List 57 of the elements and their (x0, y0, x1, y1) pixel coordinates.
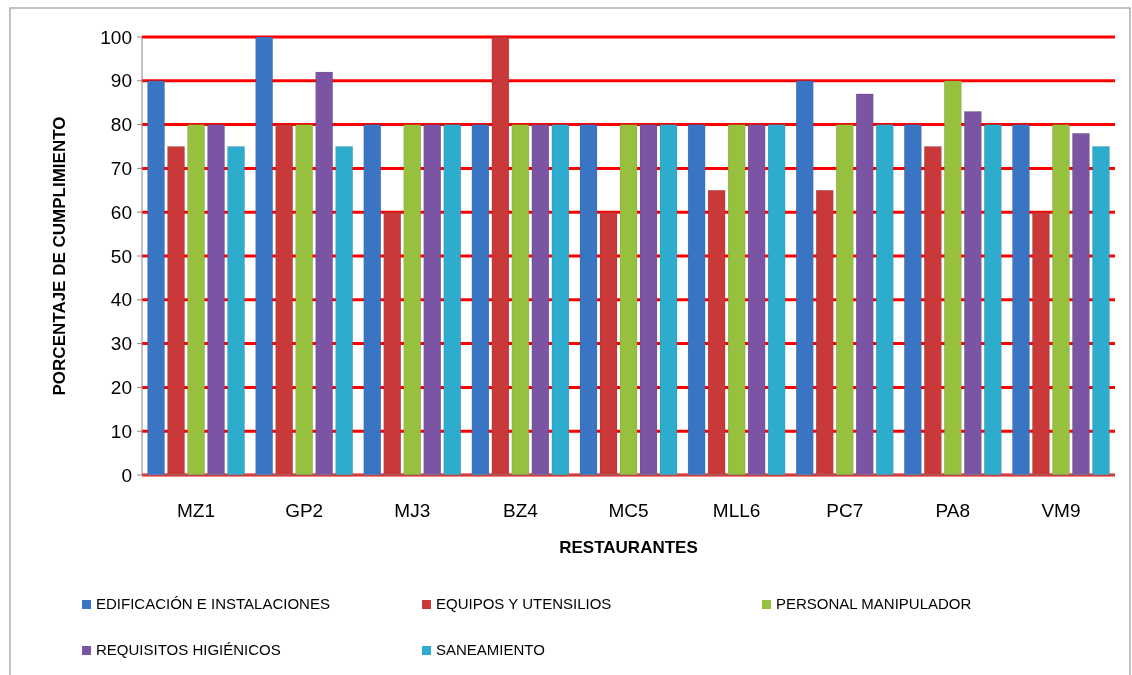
y-tick-label: 90 (110, 70, 132, 92)
legend-label: PERSONAL MANIPULADOR (776, 595, 972, 612)
y-tick-label: 50 (110, 245, 132, 267)
x-tick-label: MJ3 (394, 500, 431, 521)
bar (275, 124, 293, 476)
y-tick-label: 80 (110, 114, 132, 136)
y-tick-label: 0 (121, 464, 132, 486)
x-tick-label: PA8 (935, 500, 971, 521)
bar (944, 80, 962, 476)
bar (383, 211, 402, 476)
bar (315, 71, 333, 476)
bar (167, 146, 185, 476)
y-tick-label: 60 (110, 201, 132, 223)
legend-label: REQUISITOS HIGIÉNICOS (96, 641, 281, 658)
bar (363, 124, 382, 476)
bar (815, 190, 834, 476)
bar (855, 93, 874, 476)
bar (904, 124, 922, 476)
bar (227, 146, 245, 476)
x-tick-label: PC7 (826, 500, 864, 521)
y-tick-label: 10 (110, 420, 132, 442)
bar (984, 124, 1002, 476)
bar (1032, 211, 1050, 476)
bar (207, 124, 225, 476)
bar (924, 146, 942, 476)
y-tick-label: 30 (110, 333, 132, 355)
legend-label: EQUIPOS Y UTENSILIOS (436, 595, 612, 612)
bar (1092, 146, 1110, 476)
x-tick-label: BZ4 (502, 500, 539, 521)
x-tick-label: VM9 (1041, 500, 1081, 521)
bar (255, 36, 273, 476)
x-tick-label: MZ1 (177, 500, 216, 521)
x-tick-label: GP2 (285, 500, 324, 521)
bar (795, 80, 814, 476)
bar (964, 111, 982, 476)
x-tick-label: MC5 (608, 500, 649, 521)
bar (147, 80, 165, 476)
y-tick-label: 20 (110, 377, 132, 399)
legend-label: SANEAMIENTO (436, 641, 545, 658)
bar (875, 124, 894, 476)
bar (1072, 133, 1090, 476)
x-axis-title: RESTAURANTES (559, 538, 698, 557)
legend-label: EDIFICACIÓN E INSTALACIONES (96, 595, 330, 612)
y-axis-title: PORCENTAJE DE CUMPLIMIENTO (50, 116, 69, 396)
bar (187, 124, 205, 476)
bar (335, 146, 353, 476)
bar (423, 124, 442, 476)
x-tick-label: MLL6 (712, 500, 761, 521)
bar (1012, 124, 1030, 476)
y-tick-label: 40 (110, 289, 132, 311)
y-tick-label: 70 (110, 158, 132, 180)
bar (295, 124, 313, 476)
bar (443, 124, 462, 476)
y-tick-label: 100 (100, 26, 132, 48)
bar (403, 124, 422, 476)
bar (1052, 124, 1070, 476)
bar (835, 124, 854, 476)
